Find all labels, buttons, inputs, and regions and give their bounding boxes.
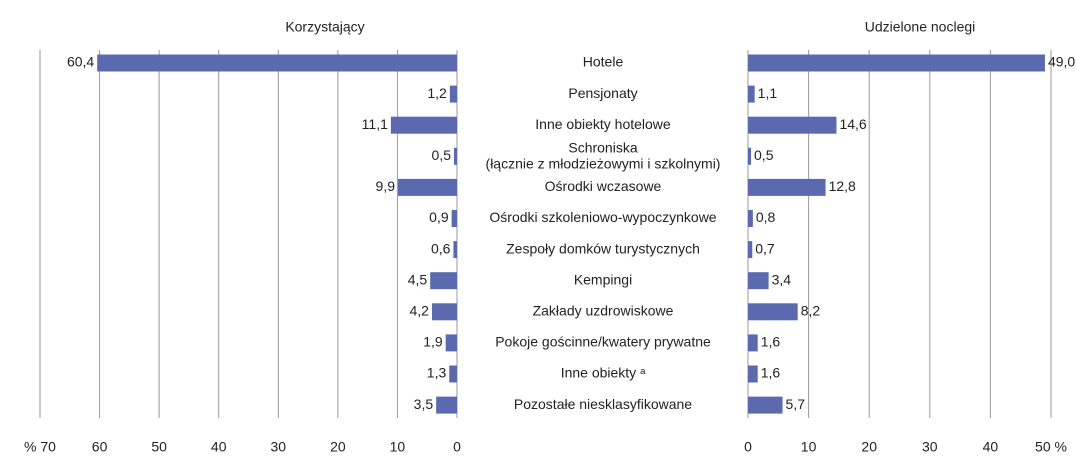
value-label: 1,2 bbox=[427, 85, 447, 101]
category-label: Ośrodki szkoleniowo-wypoczynkowe bbox=[489, 209, 716, 225]
value-label: 1,3 bbox=[427, 365, 447, 381]
x-tick-label: 60 bbox=[92, 439, 108, 455]
value-label: 4,5 bbox=[408, 271, 428, 287]
x-tick-label: 40 bbox=[211, 439, 227, 455]
x-tick-label: 30 bbox=[270, 439, 286, 455]
category-label: Pokoje gościnne/kwatery prywatne bbox=[495, 334, 711, 350]
bar bbox=[748, 272, 769, 290]
category-label: Zespoły domków turystycznych bbox=[506, 240, 700, 256]
category-line: (łącznie z młodzieżowymi i szkolnymi) bbox=[486, 155, 721, 171]
category-line: Schroniska bbox=[568, 139, 637, 155]
value-label: 0,6 bbox=[431, 240, 451, 256]
bar bbox=[748, 147, 752, 165]
bar bbox=[748, 365, 758, 383]
bar bbox=[445, 334, 457, 352]
x-tick-label: 50 % bbox=[1035, 439, 1067, 455]
bar bbox=[748, 303, 798, 321]
bar bbox=[453, 241, 457, 259]
bar bbox=[431, 303, 457, 321]
category-label: Hotele bbox=[583, 54, 624, 70]
x-tick-label: 0 bbox=[744, 439, 752, 455]
panel-title: Korzystający bbox=[285, 19, 364, 35]
bar bbox=[748, 178, 826, 196]
value-label: 0,5 bbox=[432, 147, 452, 163]
bar bbox=[748, 85, 755, 103]
category-label: Zakłady uzdrowiskowe bbox=[533, 303, 674, 319]
category-label: Pensjonaty bbox=[568, 85, 637, 101]
category-label: Schroniska (łącznie z młodzieżowymi i szk… bbox=[486, 139, 721, 171]
value-label: 0,7 bbox=[755, 240, 775, 256]
value-label: 3,5 bbox=[414, 396, 434, 412]
x-tick-label: 20 bbox=[861, 439, 877, 455]
bar bbox=[748, 396, 783, 414]
value-label: 1,1 bbox=[758, 85, 778, 101]
category-label: Kempingi bbox=[574, 271, 632, 287]
category-label: Ośrodki wczasowe bbox=[545, 178, 662, 194]
x-tick-label: % 70 bbox=[24, 439, 56, 455]
bar bbox=[748, 210, 753, 227]
category-label: Pozostałe niesklasyfikowane bbox=[514, 396, 692, 412]
x-tick-label: 10 bbox=[390, 439, 406, 455]
x-tick-label: 10 bbox=[801, 439, 817, 455]
value-label: 8,2 bbox=[801, 303, 821, 319]
value-label: 9,9 bbox=[376, 178, 396, 194]
x-tick-label: 40 bbox=[983, 439, 999, 455]
bar bbox=[436, 396, 457, 414]
bar bbox=[748, 116, 837, 134]
x-tick-label: 30 bbox=[922, 439, 938, 455]
bar bbox=[451, 210, 457, 227]
value-label: 11,1 bbox=[362, 116, 388, 132]
value-label: 14,6 bbox=[839, 116, 866, 132]
value-label: 49,0 bbox=[1048, 54, 1075, 70]
value-label: 3,4 bbox=[772, 271, 792, 287]
bar bbox=[454, 147, 457, 165]
x-tick-label: 50 bbox=[151, 439, 167, 455]
bar bbox=[748, 54, 1045, 72]
panel-title: Udzielone noclegi bbox=[865, 19, 976, 35]
value-label: 0,8 bbox=[756, 209, 776, 225]
x-tick-label: 0 bbox=[453, 439, 461, 455]
value-label: 1,6 bbox=[761, 365, 781, 381]
bar bbox=[449, 85, 457, 103]
value-label: 60,4 bbox=[67, 54, 94, 70]
bar bbox=[430, 272, 457, 290]
bar bbox=[390, 116, 457, 134]
bar bbox=[748, 334, 758, 352]
value-label: 0,5 bbox=[754, 147, 774, 163]
value-label: 1,9 bbox=[423, 334, 443, 350]
value-label: 0,9 bbox=[429, 209, 449, 225]
category-label: Inne obiekty ᵃ bbox=[561, 365, 646, 381]
x-tick-label: 20 bbox=[330, 439, 346, 455]
value-label: 12,8 bbox=[829, 178, 856, 194]
value-label: 5,7 bbox=[786, 396, 806, 412]
value-label: 4,2 bbox=[410, 303, 430, 319]
bar bbox=[398, 178, 457, 196]
value-label: 1,6 bbox=[761, 334, 781, 350]
category-label: Inne obiekty hotelowe bbox=[535, 116, 671, 132]
bar bbox=[97, 54, 457, 72]
bar bbox=[449, 365, 457, 383]
bar bbox=[748, 241, 753, 259]
